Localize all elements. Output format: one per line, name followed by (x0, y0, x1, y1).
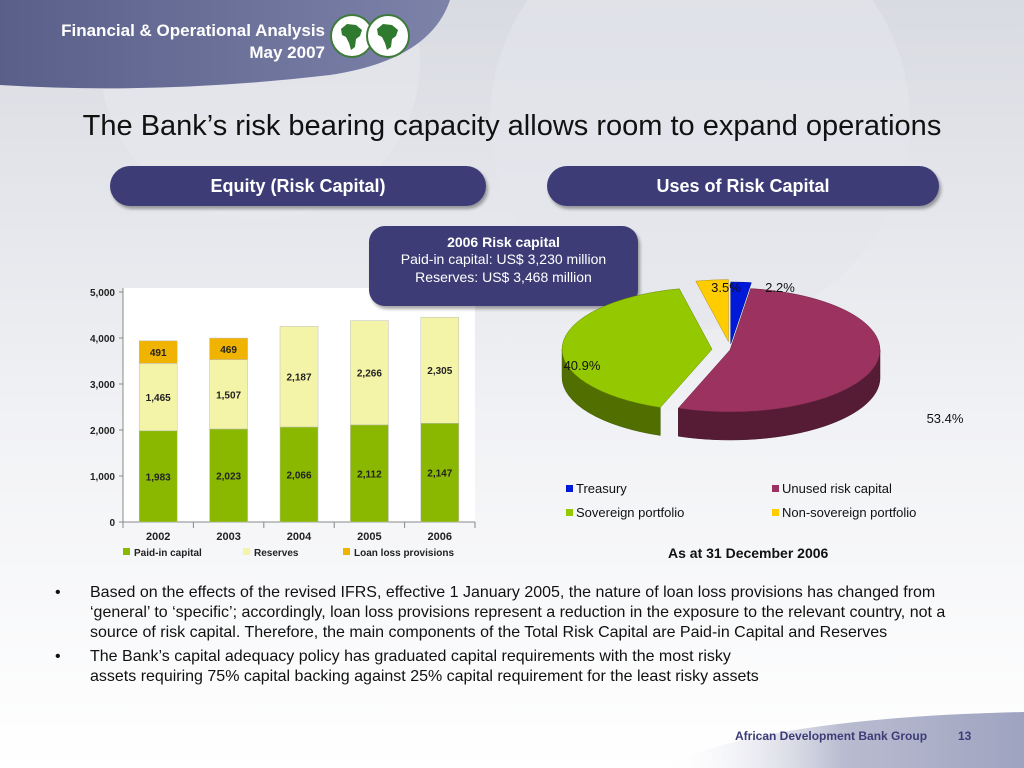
africa-map-icon (377, 24, 398, 50)
callout-title: 2006 Risk capital (447, 234, 560, 250)
legend-label: Paid-in capital (134, 548, 202, 559)
legend-swatch (123, 548, 130, 555)
pie-data-label: 2.2% (765, 280, 795, 295)
bar-data-label: 1,983 (146, 472, 171, 483)
afdb-logo-right (366, 14, 410, 58)
bar-data-label: 2,066 (286, 470, 311, 481)
bar-data-label: 2,147 (427, 469, 452, 480)
bar-segment (138, 340, 178, 364)
bullet-item: • Based on the effects of the revised IF… (55, 583, 970, 643)
x-tick-label: 2005 (357, 531, 381, 543)
risk-capital-bar-chart: 0 1,000 2,000 3,000 4,000 5,000 1,983 1,465 491 2… (90, 288, 476, 559)
y-tick-label: 3,000 (90, 380, 115, 391)
x-tick-label: 2003 (216, 531, 240, 543)
pie-data-label: 3.5% (711, 280, 741, 295)
bar-data-label: 2,112 (357, 469, 382, 480)
legend-label: Non-sovereign portfolio (782, 505, 916, 520)
legend-label: Loan loss provisions (354, 548, 454, 559)
y-tick-label: 5,000 (90, 288, 115, 299)
legend-swatch (772, 485, 779, 492)
bar-data-label: 1,507 (216, 390, 241, 401)
bar-data-label: 491 (150, 348, 167, 359)
footer-org: African Development Bank Group (735, 729, 928, 743)
bar-segment (350, 320, 389, 426)
bar-data-label: 1,465 (146, 393, 171, 404)
bullet-text-1: Based on the effects of the revised IFRS… (90, 584, 946, 641)
header-line1: Financial & Operational Analysis (61, 21, 325, 40)
bar-segment (138, 363, 178, 432)
legend-label: Sovereign portfolio (576, 505, 684, 520)
bullet-text-2: The Bank’s capital adequacy policy has g… (90, 648, 759, 685)
pie-caption: As at 31 December 2006 (668, 545, 829, 561)
bullet-list: • Based on the effects of the revised IF… (55, 583, 970, 691)
legend-label: Reserves (254, 548, 299, 559)
legend-swatch (566, 509, 573, 516)
pie-slice (730, 281, 752, 345)
legend-swatch (772, 509, 779, 516)
pie-slice (695, 279, 729, 342)
slide-title: The Bank’s risk bearing capacity allows … (82, 110, 942, 142)
x-tick-label: 2002 (146, 531, 170, 543)
page-number: 13 (958, 729, 972, 743)
y-tick-label: 1,000 (90, 472, 115, 483)
legend-label: Treasury (576, 481, 627, 496)
y-tick-label: 2,000 (90, 426, 115, 437)
y-tick-label: 4,000 (90, 334, 115, 345)
bar-segment (209, 359, 248, 430)
pie-slice (677, 288, 881, 413)
legend-swatch (343, 548, 350, 555)
pie-slice (561, 288, 713, 408)
bar-segment (420, 316, 460, 424)
legend-swatch (566, 485, 573, 492)
bar-data-label: 2,023 (216, 471, 241, 482)
uses-risk-capital-pie-chart: 2.2% 53.4% 40.9% 3.5% Treasury Unused risk ca… (561, 279, 964, 520)
bar-segment (209, 337, 248, 360)
callout-reserves: Reserves: US$ 3,468 million (415, 269, 592, 285)
legend-swatch (243, 548, 250, 555)
bar-data-label: 2,266 (357, 369, 382, 380)
bar-segment (138, 430, 178, 523)
legend-label: Unused risk capital (782, 481, 892, 496)
bar-segment (420, 422, 460, 523)
pill-equity: Equity (Risk Capital) (110, 166, 486, 206)
header-line2: May 2007 (249, 43, 325, 62)
x-tick-label: 2006 (428, 531, 452, 543)
bar-segment (279, 426, 319, 523)
x-tick-label: 2004 (287, 531, 312, 543)
bar-segment (279, 326, 319, 428)
risk-capital-callout: 2006 Risk capital Paid-in capital: US$ 3… (369, 226, 638, 306)
callout-paid-in: Paid-in capital: US$ 3,230 million (400, 251, 607, 267)
bullet-dot: • (55, 648, 61, 665)
bar-segment (350, 424, 389, 523)
pie-data-label: 53.4% (927, 411, 964, 426)
y-tick-label: 0 (109, 518, 115, 529)
bullet-item: • The Bank’s capital adequacy policy has… (55, 647, 770, 687)
header-title: Financial & Operational Analysis May 200… (40, 20, 325, 64)
bar-segment (209, 428, 248, 523)
pill-uses: Uses of Risk Capital (547, 166, 939, 206)
pie-data-label: 40.9% (564, 358, 601, 373)
bullet-dot: • (55, 584, 61, 601)
bar-data-label: 2,187 (286, 373, 311, 384)
africa-map-icon (341, 24, 362, 50)
bar-data-label: 2,305 (427, 366, 452, 377)
bar-data-label: 469 (220, 345, 237, 356)
